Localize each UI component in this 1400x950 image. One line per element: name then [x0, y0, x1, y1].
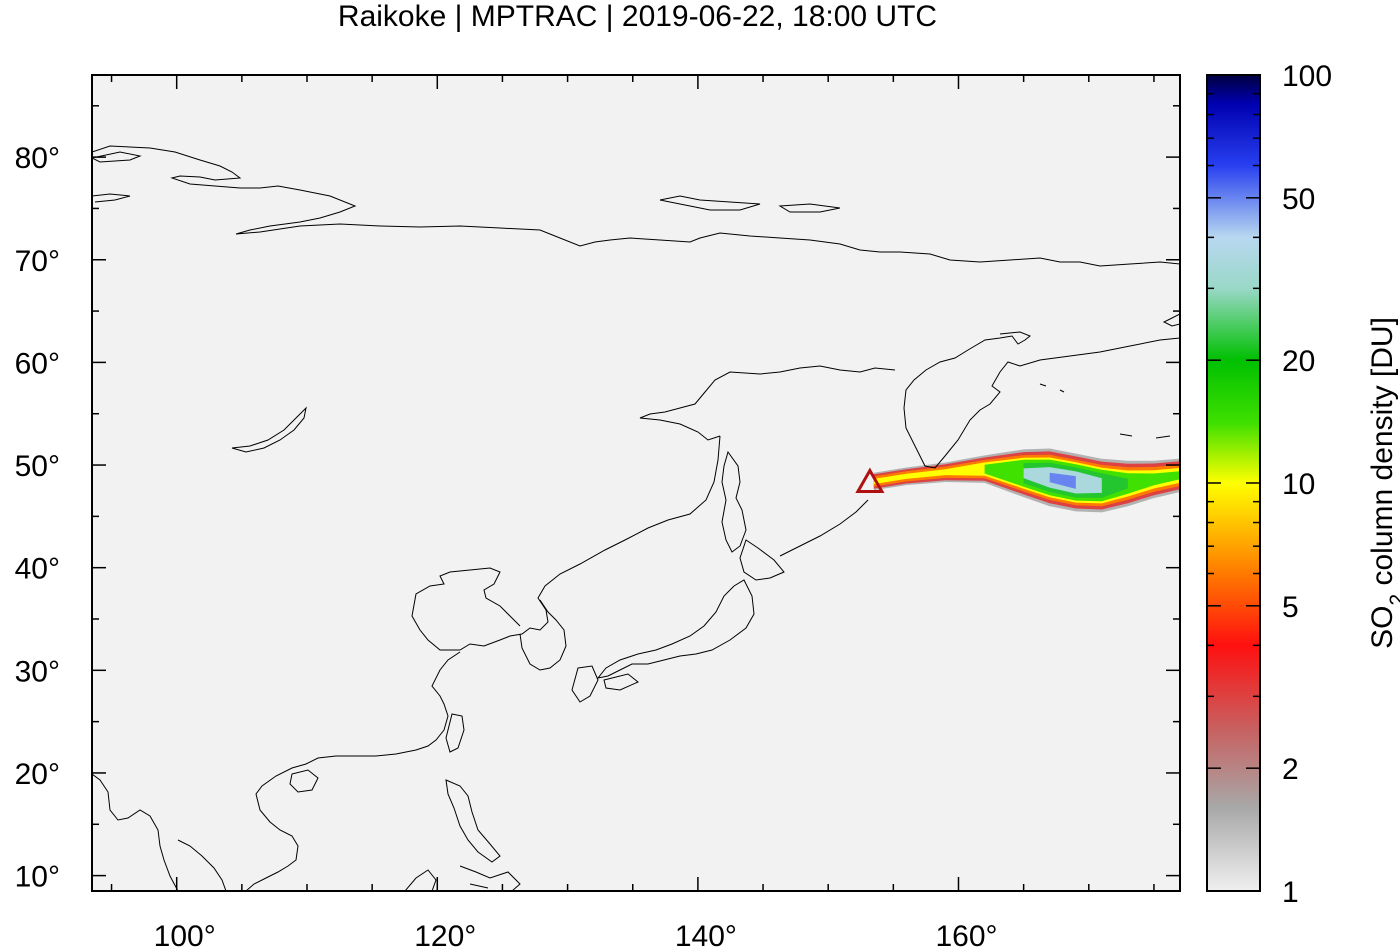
chukotka-coast [903, 331, 1180, 469]
borneo-coast [404, 869, 437, 891]
kyushu-coast [571, 665, 599, 703]
new-siberian-islands-coast [659, 195, 761, 211]
lake-baikal-coast [231, 406, 307, 453]
gulf-of-thailand-coast [177, 839, 227, 891]
visayas-islands [459, 865, 521, 891]
hokkaido-coast [739, 539, 785, 581]
map-ticks [92, 75, 1180, 891]
arctic-coastline [92, 145, 1180, 267]
shikoku-coast [603, 673, 639, 691]
colorbar-tick-label: 2 [1282, 753, 1299, 786]
taiwan-coast [445, 713, 465, 753]
colorbar-tick-label: 100 [1282, 60, 1332, 93]
lat-tick-label: 60° [15, 347, 60, 380]
indochina-coast [92, 773, 179, 891]
wrangel-island-coast [778, 203, 841, 213]
aleutian-islands [1119, 433, 1171, 439]
colorbar-ticks [1207, 74, 1260, 892]
sakhalin-island-coast [721, 450, 747, 553]
triangle-icon [855, 467, 885, 493]
honshu-coast [596, 579, 755, 679]
coastlines [92, 145, 1180, 891]
colorbar-tick-labels: 1 2 5 10 20 50 100 [1282, 60, 1332, 909]
map-tick-labels: 100° 120° 140° 160° 10° 20° 30° 40° 50° 60° 70° 80° [15, 142, 998, 950]
lat-tick-label: 80° [15, 142, 60, 175]
colorbar-label: SO2 column density [DU] [1366, 317, 1400, 649]
hainan-coast [289, 769, 319, 793]
alaska-coast [1162, 313, 1180, 327]
kuril-islands [779, 499, 869, 557]
colorbar-tick-label: 1 [1282, 876, 1299, 909]
map-title: Raikoke | MPTRAC | 2019-06-22, 18:00 UTC [337, 0, 938, 33]
colorbar-tick-label: 20 [1282, 345, 1315, 378]
colorbar-tick-label: 50 [1282, 183, 1315, 216]
lon-tick-label: 140° [675, 920, 737, 950]
commander-islands [1039, 383, 1065, 393]
china-east-coast [245, 651, 461, 891]
okhotsk-sea-coast [639, 365, 896, 441]
map-frame [91, 74, 1181, 892]
lon-tick-label: 160° [935, 920, 997, 950]
lat-tick-label: 20° [15, 758, 60, 791]
lat-tick-label: 70° [15, 245, 60, 278]
lat-tick-label: 40° [15, 553, 60, 586]
lat-tick-label: 30° [15, 655, 60, 688]
volcano-marker-raikoke [855, 467, 885, 493]
colorbar-tick-label: 10 [1282, 468, 1315, 501]
luzon-coast [445, 779, 501, 863]
colorbar-tick-label: 5 [1282, 591, 1299, 624]
lon-tick-label: 120° [414, 920, 476, 950]
plume-contour-band [1049, 472, 1076, 489]
taymyr-peninsula-coast [92, 193, 131, 203]
lat-tick-label: 10° [15, 861, 60, 894]
severnaya-zemlya-coast [92, 151, 142, 163]
korean-peninsula-coast [519, 599, 567, 671]
lon-tick-label: 100° [154, 920, 216, 950]
so2-plume [873, 448, 1180, 513]
lat-tick-label: 50° [15, 450, 60, 483]
siberian-pacific-coast [411, 435, 721, 651]
